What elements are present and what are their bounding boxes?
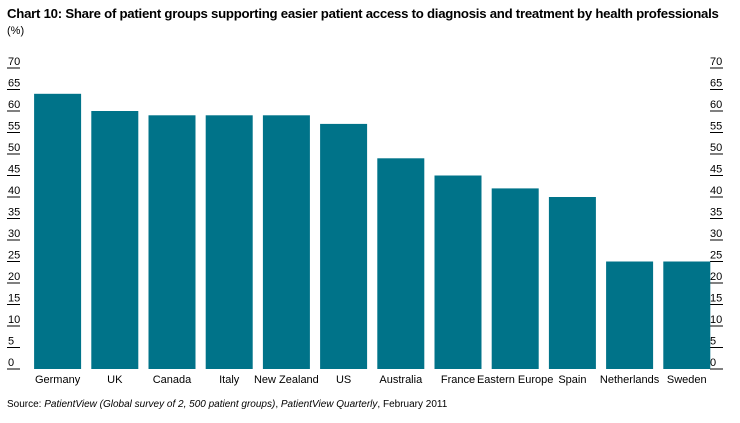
bar xyxy=(548,197,596,369)
y-tick-label-left: 30 xyxy=(8,228,20,240)
y-tick-label-left: 60 xyxy=(8,99,20,111)
y-tick-label-left: 20 xyxy=(8,271,20,283)
y-tick-label-left: 10 xyxy=(8,314,20,326)
bar xyxy=(606,261,654,369)
y-tick-label-right: 35 xyxy=(710,207,722,219)
y-tick-label-right: 50 xyxy=(710,142,722,154)
source-sep: , xyxy=(275,399,281,410)
bar xyxy=(491,188,539,369)
y-tick-label-left: 40 xyxy=(8,185,20,197)
x-category-label: Spain xyxy=(558,374,586,386)
bar xyxy=(34,93,82,370)
y-tick-label-right: 40 xyxy=(710,185,722,197)
y-tick-label-right: 15 xyxy=(710,293,722,305)
x-category-label: Eastern Europe xyxy=(477,374,553,386)
source-note: Source: PatientView (Global survey of 2,… xyxy=(7,399,447,410)
y-tick-label-left: 55 xyxy=(8,121,20,133)
x-category-label: Australia xyxy=(379,374,423,386)
source-publication: PatientView Quarterly xyxy=(280,399,378,410)
bar xyxy=(148,115,196,369)
y-tick-label-right: 70 xyxy=(710,56,722,68)
bar xyxy=(262,115,310,369)
y-tick-label-right: 10 xyxy=(710,314,722,326)
y-tick-label-right: 45 xyxy=(710,164,722,176)
x-category-label: Germany xyxy=(35,374,81,386)
y-tick-label-left: 5 xyxy=(8,336,14,348)
y-tick-label-right: 60 xyxy=(710,99,722,111)
y-tick-label-right: 20 xyxy=(710,271,722,283)
x-category-label: UK xyxy=(107,374,123,386)
x-category-label: Canada xyxy=(153,374,192,386)
bar xyxy=(205,115,253,369)
y-tick-label-right: 55 xyxy=(710,121,722,133)
y-tick-label-left: 35 xyxy=(8,207,20,219)
y-tick-label-right: 25 xyxy=(710,250,722,262)
bar xyxy=(377,158,425,369)
x-category-label: Sweden xyxy=(667,374,707,386)
source-suffix: , February 2011 xyxy=(377,399,448,410)
source-prefix: Source: xyxy=(7,399,45,410)
bar xyxy=(320,123,368,370)
source-survey: PatientView (Global survey of 2, 500 pat… xyxy=(44,399,276,410)
y-tick-label-right: 5 xyxy=(710,336,716,348)
y-tick-label-left: 0 xyxy=(8,357,14,369)
y-tick-label-right: 65 xyxy=(710,78,722,90)
y-tick-label-left: 65 xyxy=(8,78,20,90)
bar xyxy=(663,261,711,369)
x-category-label: US xyxy=(336,374,351,386)
x-category-label: Italy xyxy=(219,374,240,386)
y-tick-label-left: 45 xyxy=(8,164,20,176)
y-tick-label-left: 50 xyxy=(8,142,20,154)
y-tick-label-left: 15 xyxy=(8,293,20,305)
y-axis-unit: (%) xyxy=(7,25,25,37)
chart-title: Chart 10: Share of patient groups suppor… xyxy=(7,6,719,21)
x-category-label: New Zealand xyxy=(254,374,319,386)
y-tick-label-left: 25 xyxy=(8,250,20,262)
bar xyxy=(91,111,139,369)
x-category-label: France xyxy=(441,374,475,386)
bar xyxy=(434,175,482,369)
y-tick-label-right: 0 xyxy=(710,357,716,369)
x-category-label: Netherlands xyxy=(600,374,660,386)
y-tick-label-right: 30 xyxy=(710,228,722,240)
y-tick-label-left: 70 xyxy=(8,56,20,68)
